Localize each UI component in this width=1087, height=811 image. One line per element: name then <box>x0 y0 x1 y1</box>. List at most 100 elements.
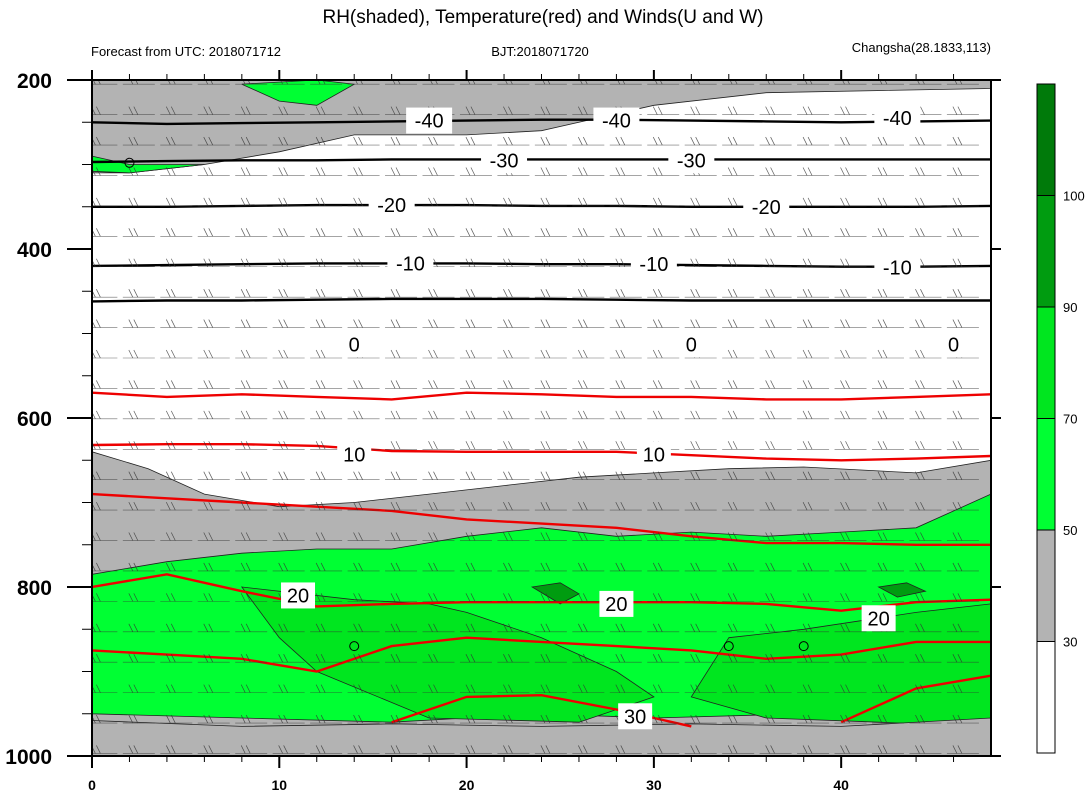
wind-barb-feather <box>470 654 476 663</box>
wind-barb-feather <box>802 410 808 420</box>
wind-barb-feather <box>433 441 438 450</box>
wind-barb-feather <box>208 228 214 237</box>
wind-barb-feather <box>957 380 963 389</box>
wind-barb-feather <box>240 654 246 663</box>
wind-barb-feather <box>170 562 176 572</box>
wind-barb-feather <box>320 349 326 359</box>
wind-barb-feather <box>957 745 963 754</box>
wind-barb-feather <box>278 136 283 146</box>
calm-marker <box>723 641 734 652</box>
wind-barb-feather <box>620 167 626 176</box>
wind-barb-feather <box>240 410 246 420</box>
wind-barb-feather <box>470 167 476 176</box>
wind-barb-feather <box>915 136 920 146</box>
wind-barb-feather <box>433 684 438 693</box>
colorbar-bin <box>1036 529 1056 642</box>
wind-barb-feather <box>165 654 171 663</box>
wind-barb-feather <box>133 441 139 450</box>
wind-barb-feather <box>320 258 326 267</box>
wind-barb-feather <box>657 562 663 572</box>
wind-barb-feather <box>170 349 176 359</box>
wind-barb-feather <box>240 501 246 511</box>
wind-barb-feather <box>465 593 471 602</box>
wind-barb-feather <box>390 289 396 298</box>
wind-barb-feather <box>433 562 438 572</box>
wind-barb-feather <box>583 349 588 359</box>
wind-barb-feather <box>395 136 401 146</box>
wind-barb-feather <box>807 684 813 693</box>
wind-barb-feather <box>920 501 925 511</box>
wind-barb-feather <box>503 349 508 359</box>
wind-barb-feather <box>727 471 733 480</box>
wind-barb-feather <box>915 228 920 237</box>
wind-barb-feather <box>840 197 845 207</box>
wind-barb-feather <box>657 289 663 298</box>
wind-barb-feather <box>428 714 433 724</box>
x-tick-label: 0 <box>88 777 96 793</box>
wind-barb-feather <box>315 258 321 267</box>
wind-barb-feather <box>353 410 358 420</box>
wind-barb-feather <box>695 471 701 480</box>
wind-barb-feather <box>170 289 176 298</box>
wind-barb-feather <box>353 319 358 328</box>
wind-barb-feather <box>770 319 775 328</box>
wind-barb-feather <box>508 745 513 754</box>
wind-barb-feather <box>845 714 850 724</box>
wind-barb-feather <box>732 562 738 572</box>
wind-barb-feather <box>240 684 246 693</box>
wind-barb-feather <box>770 167 775 176</box>
wind-barb-feather <box>470 136 476 146</box>
wind-barb-feather <box>840 106 845 115</box>
wind-barb-feather <box>620 684 626 693</box>
wind-barb-feather <box>802 349 808 359</box>
wind-barb-feather <box>165 623 171 632</box>
wind-barb-feather <box>657 684 663 693</box>
wind-barb-feather <box>208 471 214 480</box>
wind-barb-feather <box>433 136 438 146</box>
wind-barb-feather <box>690 684 696 693</box>
wind-barb-feather <box>278 319 283 328</box>
wind-barb-feather <box>390 319 396 328</box>
wind-barb-feather <box>690 289 696 298</box>
wind-barb-feather <box>957 441 963 450</box>
rh-shading-group: -40 -40 -40 -30 -30 -20 -20 -10 -10 -10 0 0 0 10 10 20 2… <box>92 80 991 756</box>
wind-barb-feather <box>952 501 958 511</box>
wind-barb-feather <box>320 501 326 511</box>
wind-barb-feather <box>957 654 963 663</box>
wind-barb-feather <box>320 654 326 663</box>
wind-barb-feather <box>877 380 883 389</box>
wind-barb-feather <box>353 714 358 724</box>
contour-label: 0 <box>948 334 959 356</box>
wind-barb-feather <box>877 410 883 420</box>
wind-barb-feather <box>203 745 209 754</box>
wind-barb-feather <box>465 471 471 480</box>
wind-barb-feather <box>807 319 813 328</box>
wind-barb-feather <box>470 349 476 359</box>
wind-barb-feather <box>695 410 701 420</box>
wind-barb-feather <box>770 441 775 450</box>
wind-barb-feather <box>877 532 883 541</box>
wind-barb-feather <box>652 471 658 480</box>
wind-barb-feather <box>882 593 888 602</box>
wind-barb-feather <box>470 410 476 420</box>
contour-label: 20 <box>605 594 627 616</box>
wind-barb-feather <box>320 714 326 724</box>
wind-barb-feather <box>732 684 738 693</box>
wind-barb-feather <box>133 714 139 724</box>
contour-label: -30 <box>490 150 519 172</box>
wind-barb-feather <box>845 197 850 207</box>
wind-barb-feather <box>877 562 883 572</box>
wind-barb-feather <box>503 501 508 511</box>
wind-barb-feather <box>170 441 176 450</box>
wind-barb-feather <box>877 228 883 237</box>
wind-barb-feather <box>133 197 139 207</box>
wind-barb-feather <box>915 167 920 176</box>
wind-barb-feather <box>240 532 246 541</box>
wind-barb-feather <box>390 532 396 541</box>
wind-barb-feather <box>96 654 101 663</box>
wind-barb-feather <box>840 654 845 663</box>
wind-barb-feather <box>128 471 134 480</box>
wind-barb-feather <box>690 319 696 328</box>
wind-barb-feather <box>170 714 176 724</box>
wind-barb-feather <box>278 106 283 115</box>
